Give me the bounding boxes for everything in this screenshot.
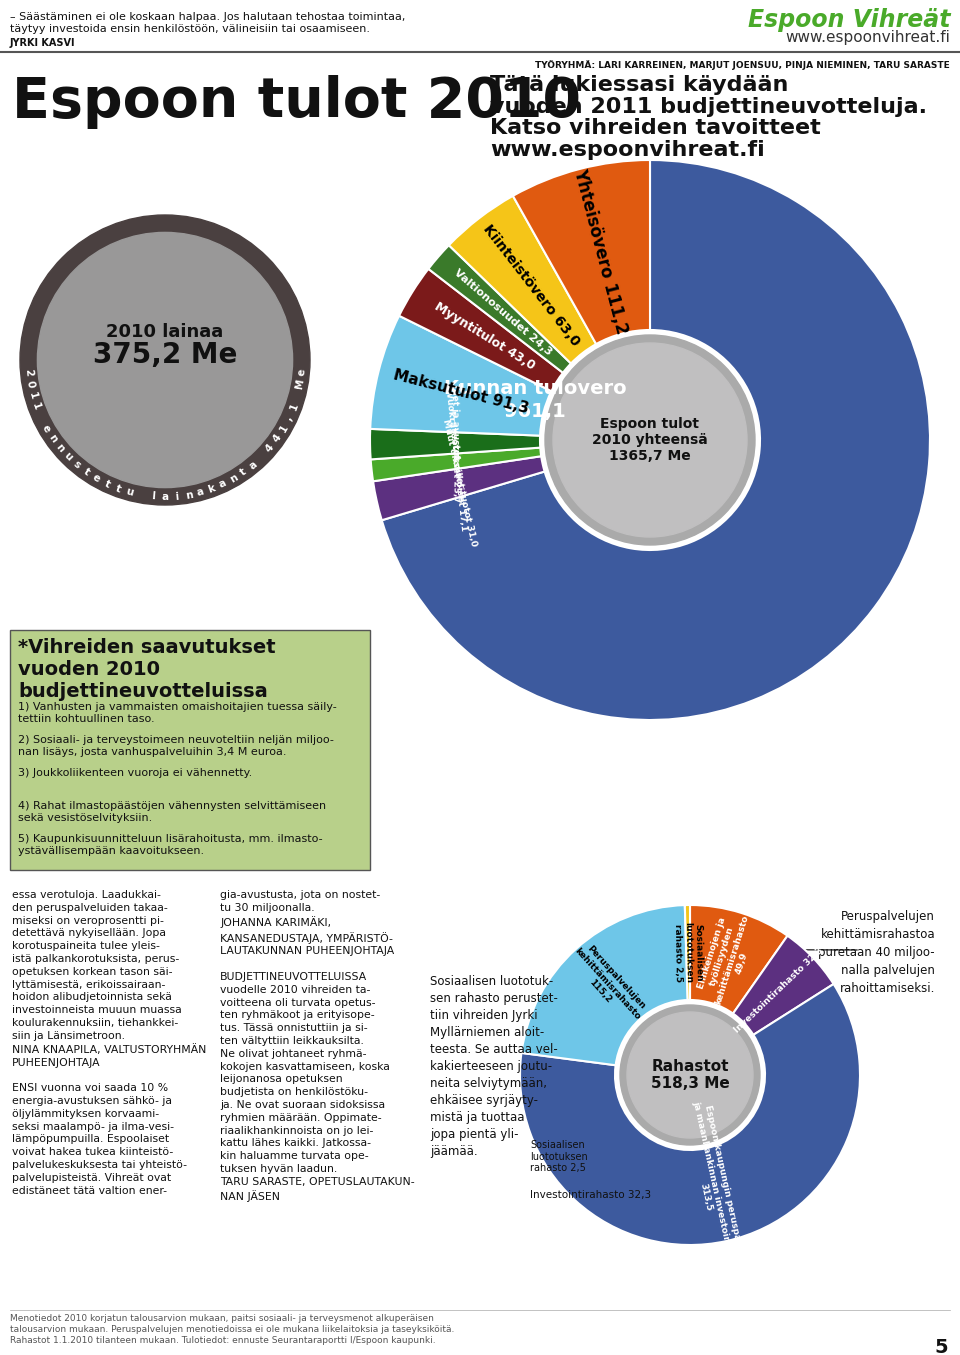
Text: a: a (218, 478, 228, 491)
Wedge shape (684, 905, 690, 1000)
Text: 5: 5 (934, 1337, 948, 1355)
Wedge shape (371, 316, 551, 436)
Text: Katso vihreiden tavoitteet: Katso vihreiden tavoitteet (490, 118, 821, 138)
Text: – Säästäminen ei ole koskaan halpaa. Jos halutaan tehostaa toimintaa,: – Säästäminen ei ole koskaan halpaa. Jos… (10, 12, 405, 22)
Text: n: n (228, 473, 239, 485)
Text: t: t (114, 484, 122, 495)
Text: a: a (161, 492, 169, 501)
Text: e: e (91, 473, 102, 485)
Text: i: i (175, 492, 180, 501)
Wedge shape (520, 984, 860, 1245)
Wedge shape (690, 905, 787, 1014)
Circle shape (37, 233, 293, 488)
Text: 4: 4 (264, 442, 276, 454)
Text: n: n (184, 489, 193, 500)
Text: a: a (196, 486, 205, 499)
Text: *Vihreiden saavutukset
vuoden 2010
budjettineuvotteluissa: *Vihreiden saavutukset vuoden 2010 budje… (18, 638, 276, 701)
Circle shape (627, 1012, 753, 1138)
Text: 1: 1 (27, 390, 38, 400)
Wedge shape (373, 457, 544, 520)
Text: 1: 1 (31, 401, 42, 412)
Text: 5) Kaupunkisuunnitteluun lisärahoitusta, mm. ilmasto-
ystävällisempään kaavoituk: 5) Kaupunkisuunnitteluun lisärahoitusta,… (18, 833, 323, 855)
Text: Maksutulot 91,3: Maksutulot 91,3 (392, 367, 530, 416)
Text: Menotiedot 2010 korjatun talousarvion mukaan, paitsi sosiaali- ja terveysmenot a: Menotiedot 2010 korjatun talousarvion mu… (10, 1314, 454, 1346)
Text: www.espoonvihreat.fi: www.espoonvihreat.fi (490, 140, 765, 160)
Text: Kunnan tulovero
961,1: Kunnan tulovero 961,1 (444, 379, 626, 420)
Wedge shape (513, 160, 650, 344)
Wedge shape (399, 268, 563, 392)
Circle shape (545, 335, 755, 545)
Text: k: k (206, 482, 217, 495)
Text: Peruspalvelujen
kehittämisrahasto
115,2: Peruspalvelujen kehittämisrahasto 115,2 (565, 939, 650, 1028)
Text: s: s (71, 459, 83, 470)
Text: e: e (40, 423, 53, 434)
Text: M: M (294, 378, 306, 390)
Text: Myyntitulot 43,0: Myyntitulot 43,0 (432, 301, 538, 373)
Text: e: e (297, 369, 307, 375)
Text: 4: 4 (271, 432, 283, 444)
Text: Sosiaalisen
luototuksen
rahasto 2,5: Sosiaalisen luototuksen rahasto 2,5 (673, 921, 704, 984)
Text: 2) Sosiaali- ja terveystoimeen neuvoteltiin neljän miljoo-
nan lisäys, josta van: 2) Sosiaali- ja terveystoimeen neuvotelt… (18, 734, 334, 756)
Circle shape (553, 343, 747, 537)
Wedge shape (449, 196, 596, 363)
Text: TYÖRYHMÄ: LARI KARREINEN, MARJUT JOENSUU, PINJA NIEMINEN, TARU SARASTE: TYÖRYHMÄ: LARI KARREINEN, MARJUT JOENSUU… (536, 60, 950, 70)
Circle shape (620, 1005, 760, 1145)
Text: Vuokratuotot, ulkoiset 17,1: Vuokratuotot, ulkoiset 17,1 (444, 392, 468, 531)
Text: gia-avustusta, jota on nostet-
tu 30 miljoonalla.
JOHANNA KARIMÄKI,
KANSANEDUSTA: gia-avustusta, jota on nostet- tu 30 mil… (220, 890, 415, 1202)
Text: n: n (46, 432, 59, 444)
Text: 4) Rahat ilmastopäästöjen vähennysten selvittämiseen
sekä vesistöselvityksiin.: 4) Rahat ilmastopäästöjen vähennysten se… (18, 801, 326, 822)
Text: 3) Joukkoliikenteen vuoroja ei vähennetty.: 3) Joukkoliikenteen vuoroja ei vähennett… (18, 768, 252, 778)
Text: t: t (82, 466, 91, 478)
Text: Investointirahasto 32,3: Investointirahasto 32,3 (732, 946, 825, 1035)
Wedge shape (428, 245, 571, 373)
Text: 1: 1 (277, 423, 290, 434)
Text: Peruspalvelujen
kehittämisrahastoa
puretaan 40 miljoo-
nalla palvelujen
rahoitta: Peruspalvelujen kehittämisrahastoa puret… (818, 911, 935, 995)
Text: 375,2 Me: 375,2 Me (93, 341, 237, 369)
Text: Elinkeinojen ja
työllisyyden
kehittämisrahasto
49,9: Elinkeinojen ja työllisyyden kehittämisr… (694, 908, 760, 1008)
Text: l: l (151, 492, 156, 501)
Text: essa verotuloja. Laadukkai-
den peruspalveluiden takaa-
miseksi on veroprosentti: essa verotuloja. Laadukkai- den peruspal… (12, 890, 206, 1195)
Text: 313,5: 313,5 (548, 1233, 592, 1247)
Text: Tätä lukiessasi käydään: Tätä lukiessasi käydään (490, 75, 788, 95)
Text: Valtionosuudet 24,3: Valtionosuudet 24,3 (452, 267, 553, 358)
Text: t: t (103, 478, 111, 489)
Wedge shape (382, 160, 930, 720)
Text: www.espoonvihreat.fi: www.espoonvihreat.fi (785, 30, 950, 45)
Text: Rahastot
518,3 Me: Rahastot 518,3 Me (651, 1058, 730, 1091)
FancyBboxPatch shape (10, 630, 370, 870)
Text: Sosiaalisen
luototuksen
rahasto 2,5: Sosiaalisen luototuksen rahasto 2,5 (530, 1140, 588, 1173)
Text: 2: 2 (23, 369, 34, 375)
Text: 2010 lainaa: 2010 lainaa (107, 322, 224, 341)
Text: vuoden 2011 budjettineuvotteluja.: vuoden 2011 budjettineuvotteluja. (490, 98, 927, 117)
Text: Espoon tulot
2010 yhteensä
1365,7 Me: Espoon tulot 2010 yhteensä 1365,7 Me (592, 417, 708, 463)
Text: t: t (239, 466, 249, 478)
Wedge shape (733, 936, 833, 1035)
Text: a: a (247, 459, 259, 472)
Text: 1: 1 (288, 401, 300, 412)
Text: 0: 0 (25, 379, 36, 389)
Text: Investointirahasto 32,3: Investointirahasto 32,3 (530, 1190, 651, 1201)
Text: Muut ulkoiset tuotot 31,0: Muut ulkoiset tuotot 31,0 (442, 417, 478, 547)
Text: ,: , (284, 415, 295, 421)
Text: Espoon tulot 2010: Espoon tulot 2010 (12, 75, 581, 129)
Wedge shape (521, 905, 687, 1065)
Text: Espoon Vihreät: Espoon Vihreät (748, 8, 950, 33)
Text: u: u (62, 451, 74, 463)
Text: täytyy investoida ensin henkilöstöön, välineisiin tai osaamiseen.: täytyy investoida ensin henkilöstöön, vä… (10, 24, 370, 34)
Text: Yhteisövero 111,2: Yhteisövero 111,2 (570, 167, 631, 336)
Text: Espoon kaupungin peruspalvelujen
ja maanhankinnan investointirahasto
313,5: Espoon kaupungin peruspalvelujen ja maan… (682, 1098, 752, 1291)
Text: Kiinteistövero 63,0: Kiinteistövero 63,0 (480, 222, 582, 348)
Text: n: n (54, 442, 66, 454)
Text: Sosiaalisen luototuk-
sen rahasto perustet-
tiin vihreiden Jyrki
Myllärniemen al: Sosiaalisen luototuk- sen rahasto perust… (430, 976, 558, 1159)
Text: 1) Vanhusten ja vammaisten omaishoitajien tuessa säily-
tettiin kohtuullinen tas: 1) Vanhusten ja vammaisten omaishoitajie… (18, 702, 337, 724)
Text: u: u (125, 486, 134, 499)
Text: JYRKI KASVI: JYRKI KASVI (10, 38, 76, 47)
Text: Tuet ja avustukset 23,7: Tuet ja avustukset 23,7 (449, 383, 461, 503)
Wedge shape (370, 430, 540, 459)
Circle shape (20, 215, 310, 505)
Wedge shape (371, 447, 541, 481)
